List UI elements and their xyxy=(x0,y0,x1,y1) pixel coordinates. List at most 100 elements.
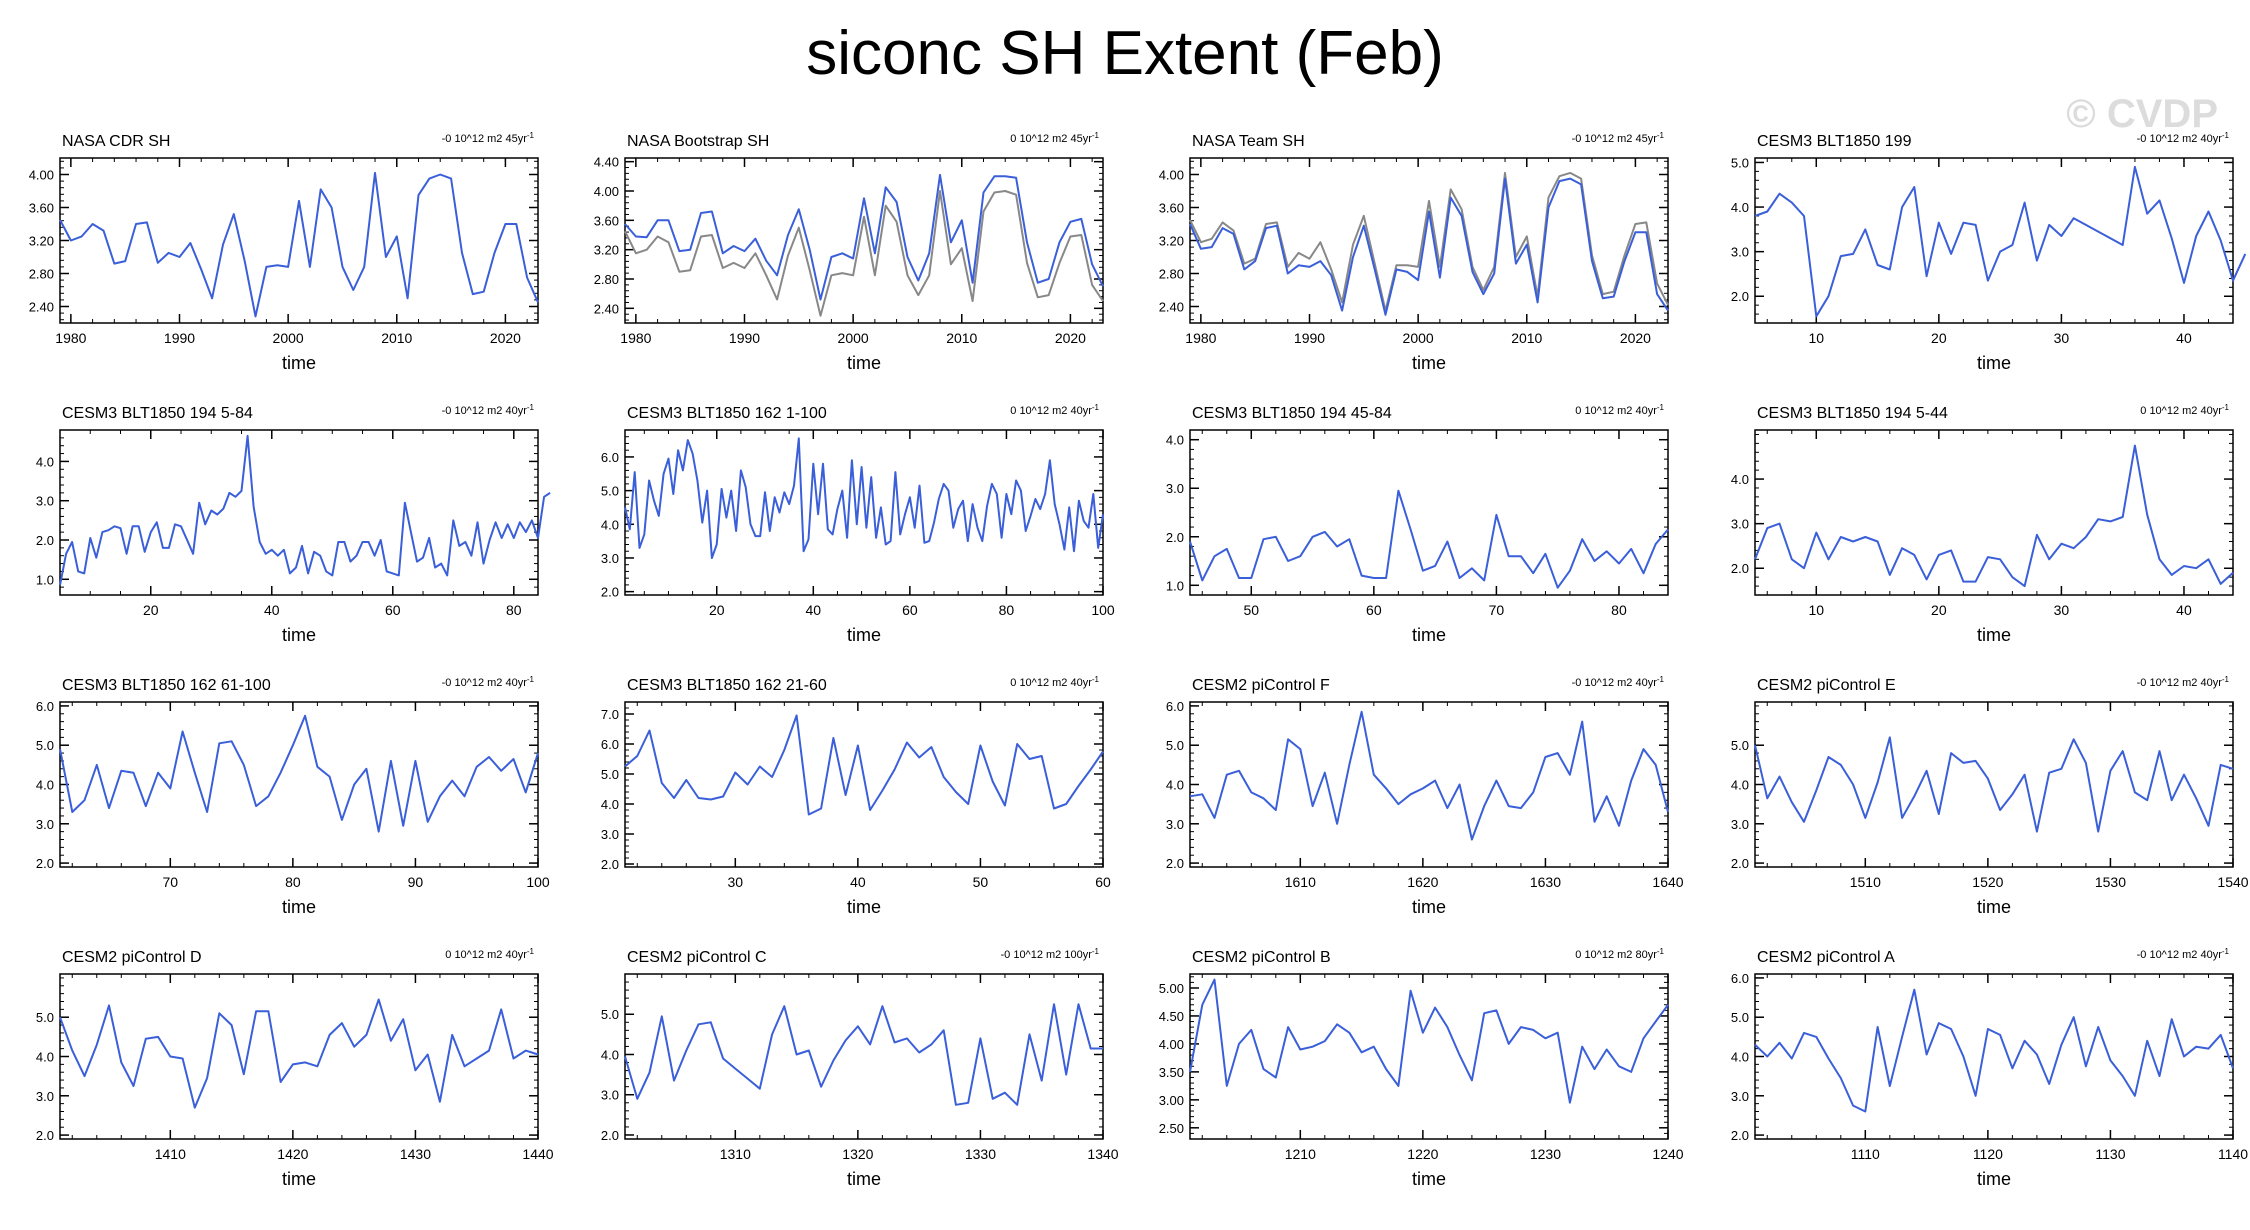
annotation-superscript: -1 xyxy=(2222,947,2230,956)
chart-title: CESM2 piControl E xyxy=(1757,677,1896,694)
plot-frame xyxy=(1189,973,1669,1140)
y-tick-label: 2.0 xyxy=(1731,561,1749,576)
chart-annotation: -0 10^12 m2 40yr-1 xyxy=(2137,131,2230,145)
plot-frame xyxy=(1754,429,2234,596)
chart-annotation: -0 10^12 m2 40yr-1 xyxy=(1572,675,1665,689)
plot-frame xyxy=(59,429,539,596)
x-tick-label: 40 xyxy=(806,602,822,618)
x-tick-label: 2020 xyxy=(1620,330,1651,346)
y-tick-label: 5.0 xyxy=(1731,155,1749,170)
chart-annotation: 0 10^12 m2 40yr-1 xyxy=(445,947,534,961)
y-tick-label: 4.0 xyxy=(1731,1050,1749,1065)
x-axis-label: time xyxy=(1977,897,2011,917)
chart-title: CESM2 piControl C xyxy=(627,949,767,966)
y-tick-label: 4.00 xyxy=(1159,168,1184,183)
x-tick-label: 1620 xyxy=(1407,874,1438,890)
y-tick-label: 3.0 xyxy=(1166,481,1184,496)
series-line-main xyxy=(1754,165,2247,318)
chart-panel-11: CESM2 piControl F -0 10^12 m2 40yr-1 1610 1… xyxy=(1166,675,1684,917)
chart-annotation: 0 10^12 m2 40yr-1 xyxy=(1010,675,1099,689)
chart-title: NASA CDR SH xyxy=(62,133,170,150)
x-tick-label: 1980 xyxy=(1185,330,1216,346)
x-tick-label: 1420 xyxy=(277,1146,308,1162)
series-line-main xyxy=(1189,177,1669,316)
chart-title: NASA Team SH xyxy=(1192,133,1305,150)
x-tick-label: 2010 xyxy=(381,330,412,346)
y-tick-label: 4.40 xyxy=(594,155,619,170)
plot-frame xyxy=(1754,157,2234,324)
x-tick-label: 10 xyxy=(1808,330,1824,346)
series-line-main xyxy=(59,434,551,586)
chart-panel-10: CESM3 BLT1850 162 21-60 0 10^12 m2 40yr-1… xyxy=(601,675,1111,917)
x-tick-label: 1430 xyxy=(400,1146,431,1162)
plot-frame xyxy=(1754,701,2234,868)
chart-annotation: 0 10^12 m2 40yr-1 xyxy=(1575,403,1664,417)
y-tick-label: 3.0 xyxy=(1731,817,1749,832)
chart-annotation: 0 10^12 m2 45yr-1 xyxy=(1010,131,1099,145)
x-tick-label: 1510 xyxy=(1850,874,1881,890)
chart-title: CESM2 piControl D xyxy=(62,949,202,966)
y-tick-label: 2.80 xyxy=(594,272,619,287)
annotation-superscript: -1 xyxy=(2222,675,2230,684)
y-tick-label: 2.0 xyxy=(601,857,619,872)
x-tick-label: 2010 xyxy=(1511,330,1542,346)
y-tick-label: 5.0 xyxy=(601,484,619,499)
y-tick-label: 5.0 xyxy=(601,1007,619,1022)
x-tick-label: 60 xyxy=(1095,874,1111,890)
x-axis-label: time xyxy=(1977,1169,2011,1189)
x-axis-label: time xyxy=(847,1169,881,1189)
y-tick-label: 4.0 xyxy=(1731,778,1749,793)
x-tick-label: 1240 xyxy=(1652,1146,1683,1162)
x-tick-label: 1990 xyxy=(1294,330,1325,346)
y-tick-label: 2.0 xyxy=(36,856,54,871)
y-tick-label: 6.0 xyxy=(36,699,54,714)
x-tick-label: 1540 xyxy=(2217,874,2248,890)
chart-annotation: -0 10^12 m2 40yr-1 xyxy=(442,403,535,417)
series-line-main xyxy=(1754,736,2234,833)
chart-panel-3: NASA Team SH -0 10^12 m2 45yr-1 1980 1990 20… xyxy=(1159,131,1669,373)
chart-annotation: 0 10^12 m2 40yr-1 xyxy=(2140,403,2229,417)
series-line-main xyxy=(1189,978,1669,1104)
chart-annotation: -0 10^12 m2 45yr-1 xyxy=(1572,131,1665,145)
y-tick-label: 3.0 xyxy=(36,817,54,832)
y-tick-label: 5.0 xyxy=(36,1010,54,1025)
y-tick-label: 5.00 xyxy=(1159,981,1184,996)
annotation-superscript: -1 xyxy=(1092,131,1100,140)
x-axis-label: time xyxy=(282,897,316,917)
x-tick-label: 2020 xyxy=(1055,330,1086,346)
chart-annotation: 0 10^12 m2 80yr-1 xyxy=(1575,947,1664,961)
y-tick-label: 3.0 xyxy=(601,1088,619,1103)
x-tick-label: 1320 xyxy=(842,1146,873,1162)
x-tick-label: 1630 xyxy=(1530,874,1561,890)
cvdp-watermark: © CVDP xyxy=(2066,92,2218,136)
chart-title: CESM2 piControl B xyxy=(1192,949,1331,966)
y-tick-label: 3.20 xyxy=(29,234,54,249)
chart-panel-7: CESM3 BLT1850 194 45-84 0 10^12 m2 40yr-1… xyxy=(1166,403,1669,645)
x-tick-label: 1140 xyxy=(2218,1146,2248,1162)
y-tick-label: 3.20 xyxy=(594,243,619,258)
x-tick-label: 2000 xyxy=(1403,330,1434,346)
annotation-superscript: -1 xyxy=(527,675,535,684)
x-tick-label: 1440 xyxy=(522,1146,553,1162)
y-tick-label: 2.40 xyxy=(594,301,619,316)
annotation-superscript: -1 xyxy=(1092,403,1100,412)
x-tick-label: 90 xyxy=(408,874,424,890)
x-tick-label: 40 xyxy=(2176,330,2192,346)
y-tick-label: 3.0 xyxy=(36,494,54,509)
plot-frame xyxy=(59,973,539,1140)
x-axis-label: time xyxy=(1412,1169,1446,1189)
series-line-main xyxy=(1189,489,1669,589)
series-line-main xyxy=(624,437,1104,559)
y-tick-label: 4.0 xyxy=(601,517,619,532)
y-tick-label: 3.0 xyxy=(601,551,619,566)
x-tick-label: 1530 xyxy=(2095,874,2126,890)
annotation-superscript: -1 xyxy=(2222,403,2230,412)
x-tick-label: 1310 xyxy=(720,1146,751,1162)
y-tick-label: 1.0 xyxy=(1166,578,1184,593)
chart-panel-15: CESM2 piControl B 0 10^12 m2 80yr-1 1210 12… xyxy=(1159,947,1684,1189)
x-tick-label: 60 xyxy=(385,602,401,618)
y-tick-label: 4.50 xyxy=(1159,1009,1184,1024)
chart-title: NASA Bootstrap SH xyxy=(627,133,769,150)
annotation-superscript: -1 xyxy=(2222,131,2230,140)
plot-frame xyxy=(624,973,1104,1140)
